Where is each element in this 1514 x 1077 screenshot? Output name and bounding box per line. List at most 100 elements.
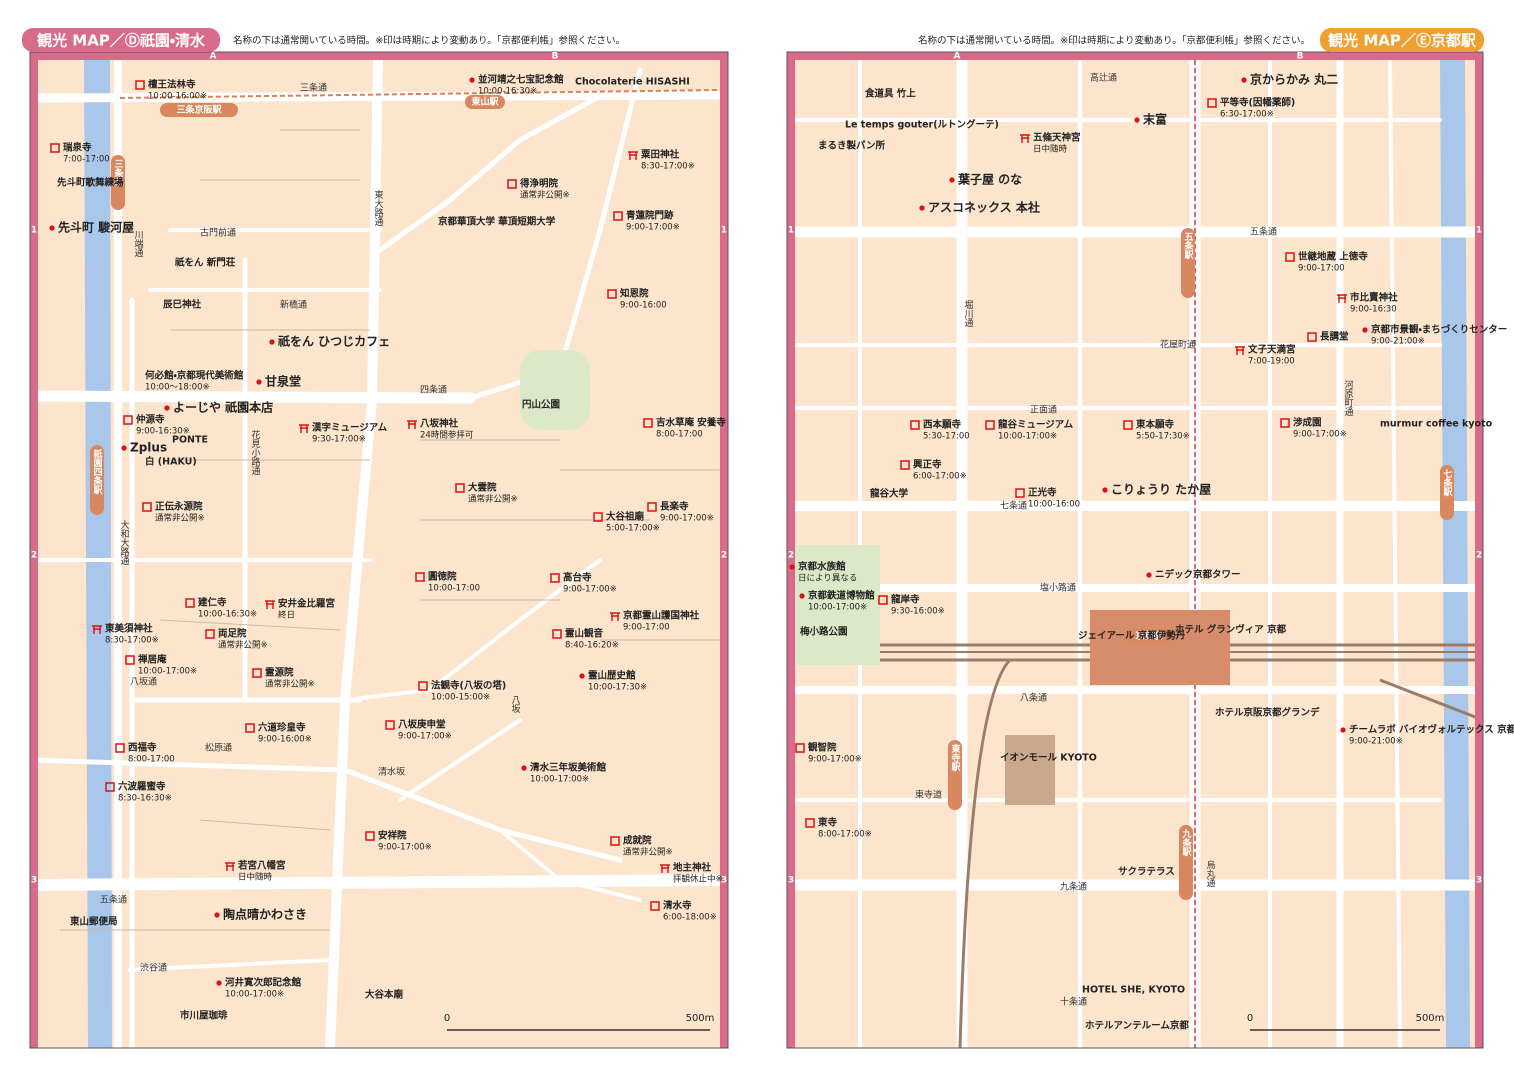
place-hours: 日中随時 [238, 872, 273, 883]
shrine-icon [407, 420, 417, 429]
street-label: 東寺道 [915, 789, 942, 801]
temple-icon [1307, 332, 1317, 342]
shop-marker [579, 673, 585, 679]
street-label: 新橋通 [280, 299, 307, 311]
place-name: 西福寺 [128, 742, 157, 754]
temple-icon [1207, 98, 1217, 108]
shop-marker [919, 205, 925, 211]
place-hours: 6:30-17:00※ [1220, 110, 1274, 120]
temple-icon [878, 595, 888, 605]
station-badge [1181, 228, 1195, 298]
place-name: 安祥院 [378, 830, 407, 842]
place-hours: 8:00-17:00 [656, 430, 703, 440]
place-name: murmur coffee kyoto [1380, 419, 1493, 430]
place-hours: 9:00-17:00 [1298, 264, 1345, 274]
place-name: 八坂庚申堂 [398, 719, 446, 731]
place-name: 食道具 竹上 [864, 88, 916, 100]
street-label: 大和大路通 [119, 519, 130, 566]
park [790, 545, 880, 665]
temple-icon [418, 681, 428, 691]
grid-strip [30, 52, 38, 1048]
place-hours: 8:40-16:20※ [565, 641, 619, 651]
place-name: 八坂神社 [420, 418, 459, 430]
grid-row-label: 2 [31, 551, 37, 561]
shop-marker [1340, 727, 1346, 733]
street-label: 花屋町通 [1160, 339, 1196, 351]
place-hours: 通常非公開※ [155, 513, 205, 524]
shop-marker [214, 912, 220, 918]
station-badge [465, 95, 505, 109]
temple-icon [365, 831, 375, 841]
place-hours: 9:00-16:30 [1350, 305, 1397, 315]
street-label: 正面通 [1030, 405, 1057, 416]
shrine-icon [299, 424, 309, 433]
place-name: 若宮八幡宮 [237, 860, 286, 872]
place-name: 長講堂 [1320, 331, 1349, 343]
place-hours: 9:00-21:00※ [1349, 737, 1403, 747]
station-badge [1125, 629, 1173, 643]
header-title: 観光 MAP／Ⓓ祇園・清水 [37, 32, 206, 50]
shop-marker [1241, 77, 1247, 83]
grid-row-label: 2 [788, 551, 794, 561]
place-name: イオンモール KYOTO [1000, 753, 1097, 764]
grid-row-label: 3 [788, 876, 794, 886]
place-name: チームラボ バイオヴォルテックス 京都 [1349, 724, 1514, 736]
place-hours: 通常非公開※ [623, 847, 673, 858]
station-building [1090, 610, 1230, 685]
street-label: 河原町通 [1343, 379, 1354, 417]
temple-icon [185, 598, 195, 608]
place-name: Chocolaterie HISASHI [575, 77, 690, 88]
place-name: 京都霊山護国神社 [623, 610, 700, 622]
place-name: 世継地蔵 上徳寺 [1298, 251, 1368, 263]
temple-icon [1280, 418, 1290, 428]
header-note: 名称の下は通常開いている時間。※印は時期により変動あり。「京都便利帳」参照くださ… [918, 35, 1310, 47]
map-frame [29, 51, 729, 1049]
place-hours: 10:00-16:30※ [478, 87, 537, 97]
place-hours: 10:00-17:30※ [588, 683, 647, 693]
map-frame [786, 51, 1484, 1049]
shop-marker [1134, 117, 1140, 123]
place-hours: 6:00-18:00※ [663, 913, 717, 923]
place-hours: 通常非公開※ [265, 679, 315, 690]
street-label: 七条通 [1000, 500, 1027, 512]
building [1005, 735, 1055, 805]
place-hours: 9:00-17:00※ [626, 223, 680, 233]
grid-strip [720, 52, 728, 1048]
place-name: 陶点晴かわさき [223, 907, 307, 922]
shrine-icon [610, 612, 620, 621]
scale-end: 500m [1416, 1013, 1445, 1024]
place-name: 知恩院 [619, 288, 649, 300]
scale-start: 0 [1247, 1013, 1253, 1024]
temple-icon [593, 512, 603, 522]
place-name: ジェイアール 京都伊勢丹 [1078, 630, 1186, 642]
shrine-icon [628, 151, 638, 160]
temple-icon [795, 743, 805, 753]
place-hours: 9:00-16:30※ [136, 427, 190, 437]
header-title: 観光 MAP／Ⓔ京都駅 [1328, 32, 1477, 50]
park [520, 350, 590, 430]
place-hours: 日中随時 [1033, 144, 1068, 155]
station-badge [1179, 825, 1193, 900]
temple-icon [552, 629, 562, 639]
place-name: 地主神社 [673, 862, 712, 874]
temple-icon [1123, 420, 1133, 430]
shrine-icon [660, 864, 670, 873]
place-name: 東本願寺 [1135, 419, 1175, 431]
place-hours: 9:00-16:00 [620, 301, 667, 311]
street-label: 塩小路通 [1040, 582, 1076, 594]
temple-icon [455, 483, 465, 493]
temple-icon [135, 80, 145, 90]
shrine-icon [1235, 346, 1245, 355]
shrine-icon [1337, 294, 1347, 303]
temple-icon [245, 723, 255, 733]
temple-icon [125, 655, 135, 665]
place-name: 粟田神社 [640, 149, 680, 161]
place-hours: 7:00-17:00 [63, 155, 110, 165]
shop-marker [269, 339, 275, 345]
shrine-icon [265, 600, 275, 609]
station-badge [1440, 465, 1454, 520]
place-name: 円山公園 [522, 399, 560, 411]
place-hours: 5:30-17:00 [923, 432, 970, 442]
